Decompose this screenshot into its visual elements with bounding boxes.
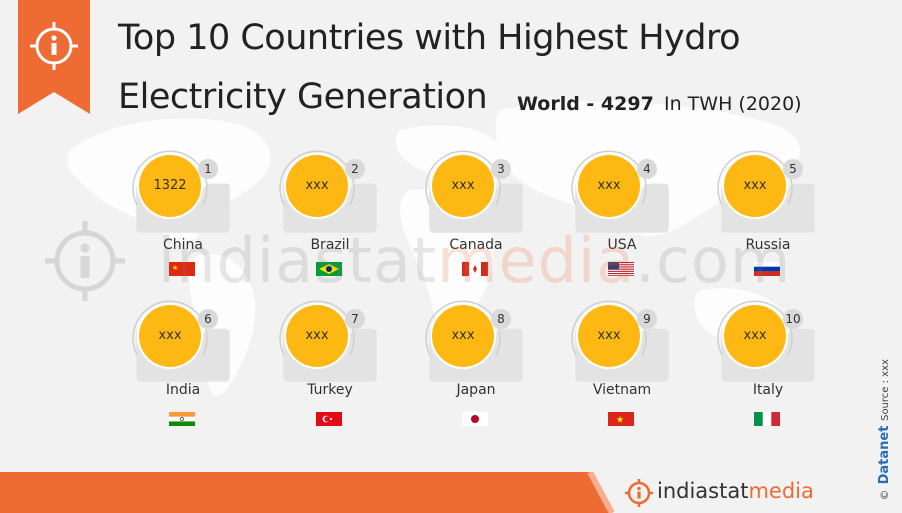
watermark-info-icon [45,221,125,301]
country-name: Vietnam [592,382,652,398]
info-badge [18,0,90,114]
india-flag [169,412,195,426]
country-name: China [163,237,203,253]
value-ring [571,300,647,356]
russia-flag [754,262,780,276]
value-ring [717,300,793,356]
value-circle [578,305,640,367]
value-label: xxx [305,328,329,343]
china-flag: ★ [169,262,195,276]
value-label: xxx [305,178,329,193]
unit-label: In TWH (2020) [664,93,802,115]
value-label: xxx [158,328,182,343]
rank-badge: 10 [783,309,803,329]
country-name: Brazil [310,237,350,253]
footer-bar [0,472,615,513]
rank-badge: 2 [345,159,365,179]
value-circle [139,155,201,217]
country-name: Russia [745,237,791,253]
source-credit: Source : xxx Datanet © [877,359,892,501]
value-label: xxx [597,328,621,343]
value-ring [279,300,355,356]
rank-badge: 7 [345,309,365,329]
value-label: xxx [597,178,621,193]
value-ring [132,150,208,206]
value-circle [286,305,348,367]
vietnam-flag: ★ [608,412,634,426]
rank-badge: 8 [491,309,511,329]
svg-text:★: ★ [172,264,178,272]
value-ring [279,150,355,206]
country-name: Italy [752,382,784,398]
rank-badge: 6 [198,309,218,329]
info-icon [30,22,78,70]
watermark-text: indiastatmedia.com [158,224,792,297]
country-name: India [165,382,201,398]
value-circle [578,155,640,217]
value-ring [425,300,501,356]
rank-badge: 3 [491,159,511,179]
value-label: xxx [743,328,767,343]
value-circle [286,155,348,217]
turkey-flag [316,412,342,426]
country-name: Canada [449,237,503,253]
value-circle [724,155,786,217]
rank-badge: 1 [198,159,218,179]
value-ring [717,150,793,206]
copyright-mark: © [878,490,891,501]
value-ring [425,150,501,206]
datanet-label: Datanet [877,426,892,485]
country-name: Japan [456,382,496,398]
value-label: xxx [743,178,767,193]
country-name: USA [607,237,637,253]
rank-badge: 5 [783,159,803,179]
value-ring [571,150,647,206]
rank-badge: 9 [637,309,657,329]
value-label: 1322 [153,178,187,193]
value-circle [139,305,201,367]
value-label: xxx [451,328,475,343]
usa-flag [608,262,634,276]
value-circle [432,155,494,217]
svg-text:★: ★ [616,416,624,426]
page-title-line-2: Electricity Generation [118,77,488,117]
country-name: Turkey [307,382,353,398]
world-total: World - 4297 [517,93,654,115]
canada-flag [462,262,488,276]
footer-logo-text: indiastatmedia [657,479,814,503]
footer-logo-icon [625,479,653,507]
source-text: Source : xxx [880,359,891,421]
value-circle [432,305,494,367]
page-title-line-1: Top 10 Countries with Highest Hydro [118,18,741,58]
brazil-flag [316,262,342,276]
value-ring [132,300,208,356]
value-circle [724,305,786,367]
italy-flag [754,412,780,426]
rank-badge: 4 [637,159,657,179]
value-label: xxx [451,178,475,193]
japan-flag [462,412,488,426]
